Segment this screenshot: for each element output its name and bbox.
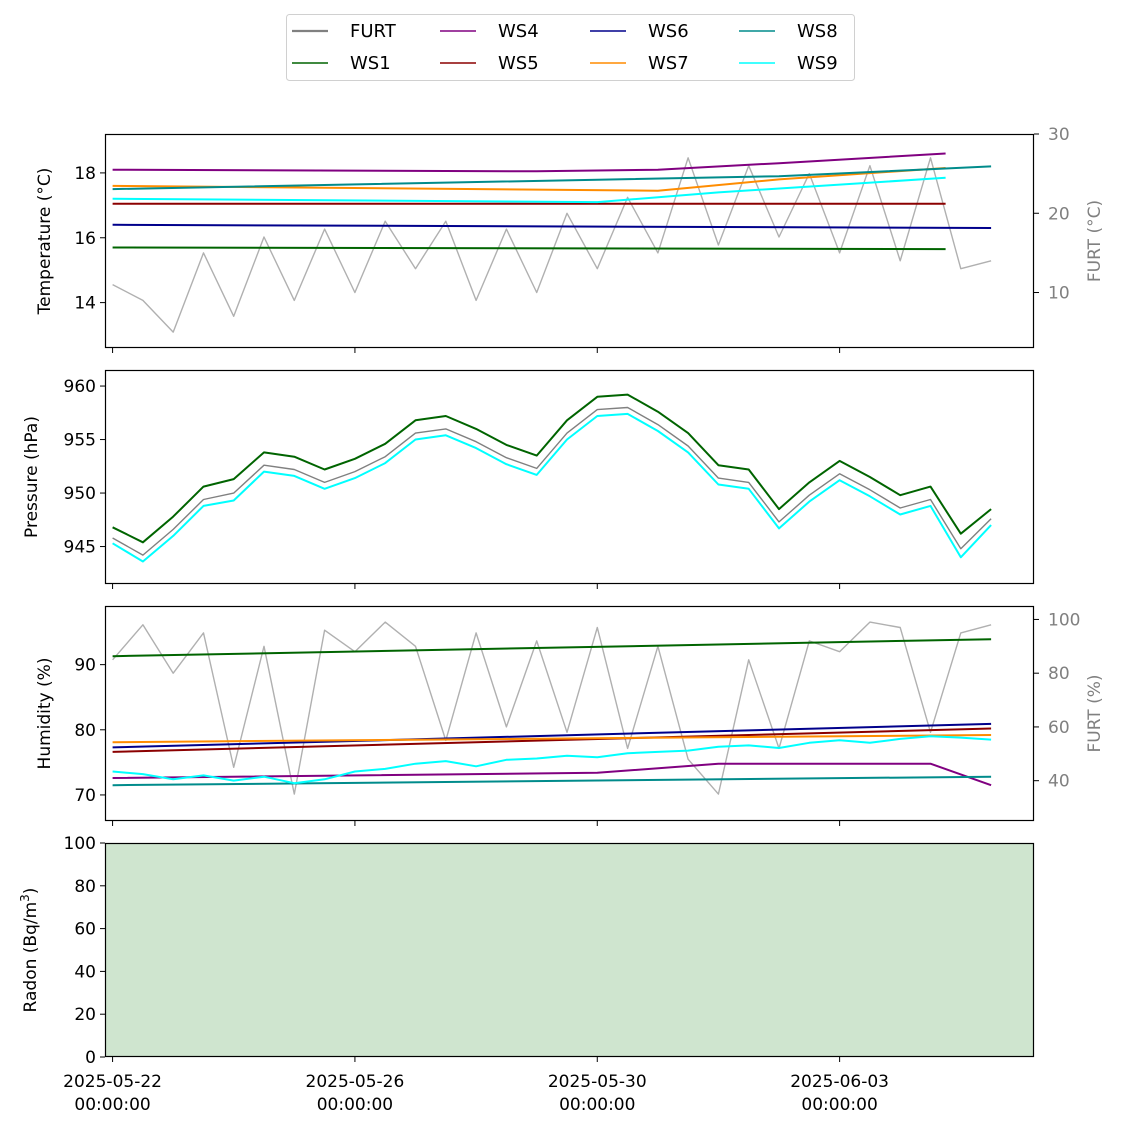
legend-label-furt: FURT bbox=[350, 21, 397, 42]
series-ws9 bbox=[112, 412, 992, 563]
ylabel-end: ) bbox=[21, 888, 41, 895]
ytick-right-label: 30 bbox=[1048, 125, 1070, 145]
series-ws6 bbox=[112, 223, 992, 229]
radon-band-0 bbox=[105, 843, 1034, 1057]
legend-item-ws4: WS4 bbox=[440, 21, 539, 42]
ytick-label: 40 bbox=[74, 962, 96, 982]
ytick-label: 80 bbox=[74, 721, 96, 741]
panel-radon-bq-m: 0 20 40 60 80 100 Radon (Bq/m3) bbox=[18, 834, 1035, 1068]
ytick-label: 945 bbox=[64, 538, 96, 558]
ytick-label: 20 bbox=[74, 1005, 96, 1025]
ytick-label: 18 bbox=[74, 164, 96, 184]
series-ws9 bbox=[112, 735, 992, 785]
panel-temperature-c: 14 16 18 Temperature (°C) 10 20 30 FURT (°C) bbox=[35, 125, 1105, 353]
ylabel-superscript: 3 bbox=[18, 894, 32, 902]
legend-item-ws7: WS7 bbox=[590, 53, 689, 74]
ytick-label: 950 bbox=[64, 484, 96, 504]
series-ws1 bbox=[112, 393, 992, 544]
series-ws7 bbox=[112, 734, 992, 744]
ytick-label: 14 bbox=[74, 294, 96, 314]
xtick-label-date: 2025-05-22 bbox=[63, 1072, 162, 1092]
series-ws6 bbox=[112, 722, 992, 749]
ytick-label: 70 bbox=[74, 786, 96, 806]
legend-label-ws7: WS7 bbox=[648, 53, 689, 74]
ytick-label: 100 bbox=[64, 834, 96, 854]
plot-area bbox=[112, 152, 992, 333]
series-ws9 bbox=[112, 176, 946, 204]
legend-item-ws9: WS9 bbox=[739, 53, 838, 74]
ylabel: Humidity (%) bbox=[35, 658, 55, 770]
series-furt bbox=[112, 621, 992, 795]
legend-item-ws6: WS6 bbox=[590, 21, 689, 42]
legend-label-ws9: WS9 bbox=[797, 53, 838, 74]
legend-label-ws4: WS4 bbox=[498, 21, 539, 42]
series-furt bbox=[112, 157, 992, 333]
xtick-label-date: 2025-05-26 bbox=[306, 1072, 405, 1092]
series-furt bbox=[112, 406, 992, 556]
legend-label-ws6: WS6 bbox=[648, 21, 689, 42]
series-ws1 bbox=[112, 638, 992, 658]
ytick-label: 0 bbox=[85, 1048, 96, 1068]
xtick-label-time: 00:00:00 bbox=[74, 1095, 150, 1115]
ylabel: Temperature (°C) bbox=[35, 168, 55, 316]
ytick-right-label: 40 bbox=[1048, 772, 1070, 792]
ytick-label: 60 bbox=[74, 920, 96, 940]
panel-pressure-hpa: 945 950 955 960 Pressure (hPa) bbox=[22, 369, 1035, 589]
axes-frame bbox=[104, 369, 1035, 585]
panel-humidity: 70 80 90 Humidity (%) 40 60 80 100 FURT (%) bbox=[35, 605, 1105, 826]
series-ws4 bbox=[112, 152, 946, 173]
series-ws4 bbox=[112, 762, 992, 787]
ytick-right-label: 100 bbox=[1048, 610, 1080, 630]
ytick-label: 90 bbox=[74, 656, 96, 676]
series-ws8 bbox=[112, 165, 992, 191]
legend-label-ws8: WS8 bbox=[797, 21, 838, 42]
series-ws1 bbox=[112, 246, 946, 251]
legend-label-ws1: WS1 bbox=[350, 53, 391, 74]
legend-item-furt: FURT bbox=[292, 21, 397, 42]
ytick-label: 80 bbox=[74, 877, 96, 897]
axes-frame bbox=[104, 133, 1035, 349]
ytick-right-label: 10 bbox=[1048, 284, 1070, 304]
plot-area bbox=[112, 393, 992, 563]
ylabel: Pressure (hPa) bbox=[22, 416, 42, 538]
ytick-right-label: 60 bbox=[1048, 718, 1070, 738]
legend-item-ws8: WS8 bbox=[739, 21, 838, 42]
xtick-label-date: 2025-06-03 bbox=[790, 1072, 889, 1092]
series-ws8 bbox=[112, 775, 992, 787]
xtick-label-date: 2025-05-30 bbox=[548, 1072, 647, 1092]
xtick-label-time: 00:00:00 bbox=[317, 1095, 393, 1115]
series-ws7 bbox=[112, 167, 946, 192]
ylabel-right: FURT (%) bbox=[1085, 674, 1105, 752]
ytick-right-label: 20 bbox=[1048, 204, 1070, 224]
legend-label-ws5: WS5 bbox=[498, 53, 539, 74]
ylabel: Radon (Bq/m3) bbox=[18, 888, 41, 1013]
axes-frame bbox=[104, 605, 1035, 822]
ytick-label: 955 bbox=[64, 431, 96, 451]
ylabel-right: FURT (°C) bbox=[1085, 200, 1105, 282]
ytick-right-label: 80 bbox=[1048, 664, 1070, 684]
legend: FURT WS1 WS4 WS5 WS6 WS7 WS8 WS9 bbox=[286, 14, 855, 81]
series-ws5 bbox=[112, 727, 992, 753]
legend-item-ws1: WS1 bbox=[292, 53, 391, 74]
plot-area bbox=[112, 621, 992, 795]
plot-area bbox=[105, 843, 1034, 1057]
legend-item-ws5: WS5 bbox=[440, 53, 539, 74]
ylabel-main: Radon (Bq/m bbox=[21, 902, 41, 1013]
ytick-label: 960 bbox=[64, 377, 96, 397]
legend-frame bbox=[286, 14, 855, 81]
xtick-label-time: 00:00:00 bbox=[801, 1095, 877, 1115]
axes-frame bbox=[104, 842, 1035, 1058]
xtick-label-time: 00:00:00 bbox=[559, 1095, 635, 1115]
ytick-label: 16 bbox=[74, 229, 96, 249]
